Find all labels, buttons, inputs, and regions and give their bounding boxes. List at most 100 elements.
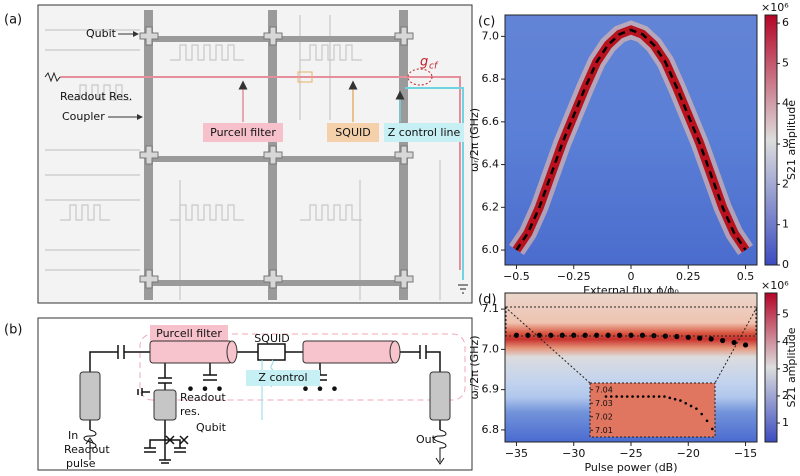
- inset-point: [663, 395, 666, 398]
- heatmap: [505, 15, 757, 265]
- label: Z control: [258, 371, 307, 384]
- label: Z control line: [388, 126, 461, 139]
- panel-label: (a): [4, 13, 22, 28]
- y-tick-label: 6.8: [482, 72, 500, 85]
- chip-wiring: [45, 15, 441, 300]
- coil: [83, 429, 97, 449]
- inset-point: [609, 395, 613, 398]
- inset-point: [705, 419, 709, 423]
- y-tick-label: 7.1: [482, 302, 500, 315]
- label: Readout: [64, 443, 110, 456]
- label-box: [384, 123, 464, 142]
- in-arrow: [85, 437, 95, 460]
- inset-point: [604, 395, 608, 398]
- data-point: [697, 335, 703, 341]
- x-tick-label: −35: [505, 447, 528, 460]
- inset-point: [631, 395, 634, 398]
- y-tick-label: 6.8: [482, 423, 500, 436]
- coil: [433, 429, 447, 465]
- colorbar-tick-label: 5: [782, 56, 789, 69]
- label: Readout Res.: [60, 90, 132, 103]
- label: Qubit: [86, 27, 117, 40]
- purcell-resonators: [149, 340, 401, 364]
- inset-point: [695, 407, 698, 410]
- panel-label: (d): [478, 293, 496, 308]
- y-axis-label: ωᵣ/2π (GHz): [468, 335, 481, 399]
- y-tick-label: 7.0: [482, 29, 500, 42]
- y-tick-label: 6.0: [482, 243, 500, 256]
- resonators: [79, 371, 451, 421]
- inset-point: [641, 395, 645, 398]
- label-box: [327, 123, 379, 142]
- charts: (c)−0.5 −0.25 0 0.25 0.56.06.26.46.66.87.0Ex…: [468, 1, 798, 474]
- data-point: [708, 336, 714, 342]
- data-point: [582, 332, 588, 338]
- inset-point: [625, 395, 629, 398]
- inset-point: [711, 427, 714, 431]
- schematic-frame: [37, 317, 473, 471]
- inset-point: [647, 395, 650, 398]
- label: SQUID: [335, 126, 370, 139]
- inset-tick-label: 7.03: [595, 399, 613, 408]
- inset-point: [689, 404, 693, 408]
- inset-point: [620, 395, 624, 398]
- label: Qubit: [196, 421, 227, 434]
- data-point: [731, 339, 737, 346]
- inset-point: [652, 395, 656, 398]
- data-point: [616, 332, 623, 338]
- x-tick-label: −25: [619, 447, 642, 460]
- colorbar-label: S21 amplitude: [785, 327, 798, 407]
- y-tick-label: 6.2: [482, 200, 500, 213]
- inset-point: [668, 396, 672, 400]
- inset-tick-label: 7.04: [595, 385, 613, 394]
- panel-label: (b): [4, 323, 22, 338]
- label: Purcell filter: [156, 327, 222, 340]
- z-line: [405, 87, 464, 280]
- colorbar-tick-label: 2: [782, 177, 789, 190]
- panel-b: (b) Purcell filter •: [4, 317, 473, 471]
- inset-tick-label: 7.01: [595, 426, 613, 435]
- inset-point: [700, 412, 704, 416]
- colorbar-tick-label: 1: [782, 218, 789, 231]
- fit-line: [515, 28, 747, 251]
- data-point: [525, 332, 531, 338]
- data-point: [628, 332, 634, 338]
- inset-point: [615, 395, 618, 398]
- x-axis-label: Pulse power (dB): [584, 461, 677, 474]
- label-box: [246, 370, 320, 386]
- label: pulse: [66, 457, 96, 470]
- coupling-mark: [407, 68, 433, 86]
- y-tick-label: 6.6: [482, 115, 500, 128]
- junctions: [165, 435, 189, 445]
- colorbar-tick-label: 4: [782, 335, 789, 348]
- colorbar-label: S21 amplitude: [785, 100, 798, 180]
- label-box: [150, 325, 228, 342]
- label: Purcell filter: [210, 126, 276, 139]
- ground: [458, 284, 468, 294]
- x-tick-label: 0: [628, 270, 635, 283]
- y-axis-label: ωᵣ/2π (GHz): [468, 108, 481, 172]
- colorbar-tick-label: 6: [782, 16, 789, 29]
- colorbar-tick-label: 1: [782, 416, 789, 429]
- inset: [589, 382, 716, 438]
- inset-point: [657, 395, 661, 398]
- x-tick-label: −30: [562, 447, 585, 460]
- input-port: [44, 71, 61, 83]
- data-point: [742, 342, 749, 348]
- g-symbol: g: [420, 55, 428, 70]
- data-point: [720, 337, 726, 344]
- inset-point: [636, 395, 640, 398]
- g-subscript: cf: [429, 62, 439, 72]
- squid-mark: [297, 71, 313, 83]
- inset-point: [673, 397, 677, 401]
- x-tick-label: −0.25: [557, 270, 591, 283]
- data-point: [685, 334, 691, 340]
- colorbar-tick-label: 2: [782, 389, 789, 402]
- label: Coupler: [62, 110, 105, 123]
- colorbar: [764, 292, 778, 443]
- inset-point: [684, 401, 688, 405]
- label: res.: [180, 405, 200, 418]
- colorbar-tick-label: 4: [782, 97, 789, 110]
- circuit: [89, 343, 441, 464]
- zoom-lines: [504, 306, 758, 384]
